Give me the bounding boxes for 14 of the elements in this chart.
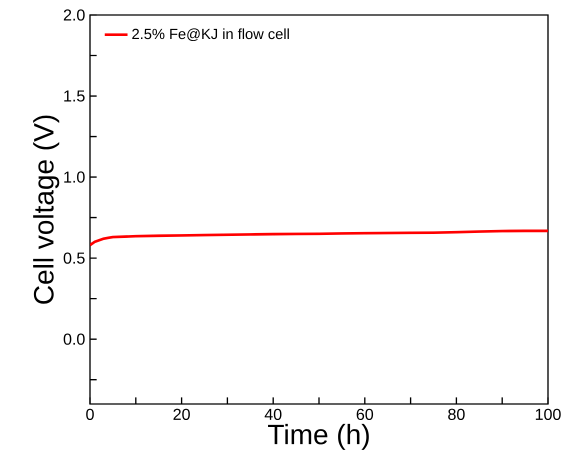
y-tick-label: 0.5 [64,252,85,264]
y-tick-label: 1.5 [64,90,85,102]
y-axis-title: Cell voltage (V) [33,116,60,304]
x-tick-label: 0 [86,408,94,420]
y-tick-label: 2.0 [64,9,85,21]
x-tick-label: 60 [356,408,374,420]
x-tick-label: 40 [264,408,282,420]
x-tick-label: 80 [448,408,465,420]
x-axis-title: Time (h) [268,424,369,450]
legend-label: 2.5% Fe@KJ in flow cell [132,28,289,42]
x-tick-label: 100 [536,408,561,420]
y-tick-label: 0.0 [64,333,85,345]
x-tick-label: 20 [173,408,190,420]
y-tick-label: 1.0 [64,171,85,183]
